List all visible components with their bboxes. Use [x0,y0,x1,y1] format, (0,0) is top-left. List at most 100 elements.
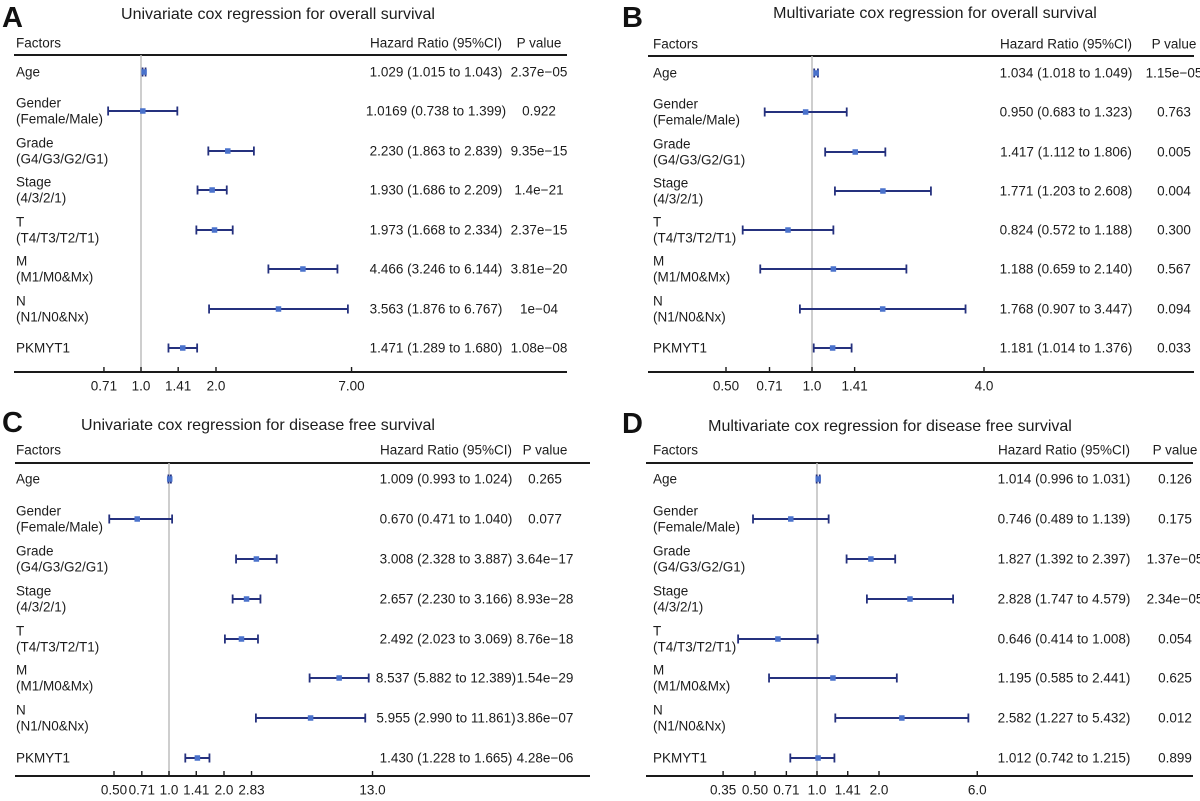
factor-sublabel: (Female/Male) [653,519,741,534]
row-factor-label: Stage (4/3/2/1) [16,584,66,615]
row-hazard-ratio-text: 1.430 (1.228 to 1.665) [379,750,513,766]
col-header-p-value: P value [516,35,562,51]
row-hazard-ratio-text: 1.930 (1.686 to 2.209) [369,182,503,198]
factor-name: PKMYT1 [16,340,71,356]
factor-sublabel: (G4/G3/G2/G1) [16,559,109,574]
forest-plot-canvas-A [14,54,567,373]
axis-tick-label: 0.71 [128,782,155,798]
row-factor-label: Grade (G4/G3/G2/G1) [16,544,108,575]
col-header-hazard-ratio: Hazard Ratio (95%CI) [997,442,1131,458]
factor-name: PKMYT1 [653,340,708,356]
point-estimate-marker [275,306,282,312]
point-estimate-marker [134,516,140,522]
col-header-hazard-ratio: Hazard Ratio (95%CI) [999,36,1133,52]
axis-tick-label: 1.41 [183,782,210,798]
row-factor-label: Grade (G4/G3/G2/G1) [653,137,745,168]
panel-letter: C [2,407,23,439]
factor-sublabel: (N1/N0&Nx) [653,718,726,733]
factor-name: Age [16,471,41,487]
row-factor-label: Stage (4/3/2/1) [16,175,66,206]
point-estimate-marker [211,227,218,233]
factor-name: M [653,253,665,269]
row-factor-label: Grade (G4/G3/G2/G1) [16,136,108,167]
point-estimate-marker [300,266,306,272]
point-estimate-marker [194,755,201,761]
factor-name: Gender [16,503,62,519]
point-estimate-marker [879,306,886,312]
row-factor-label: Age [653,65,677,81]
point-estimate-marker [140,108,146,114]
forest-plot-canvas-D [646,462,1193,777]
panel-letter: B [622,2,643,34]
factor-name: PKMYT1 [16,750,71,766]
row-p-value: 0.126 [1158,471,1192,487]
factor-sublabel: (G4/G3/G2/G1) [16,151,109,166]
row-p-value: 0.005 [1157,144,1191,160]
row-factor-label: N (N1/N0&Nx) [16,703,89,734]
factor-name: N [653,293,663,309]
row-hazard-ratio-text: 1.768 (0.907 to 3.447) [999,301,1133,317]
point-estimate-marker [225,148,231,154]
panel-C: C Univariate cox regression for disease f… [0,401,600,801]
point-estimate-marker [899,715,905,721]
row-p-value: 2.37e−15 [510,222,568,238]
row-p-value: 8.76e−18 [516,631,574,647]
row-p-value: 4.28e−06 [516,750,574,766]
factor-sublabel: (M1/M0&Mx) [16,678,94,693]
row-p-value: 0.077 [528,511,562,527]
factor-name: Grade [16,135,54,151]
row-hazard-ratio-text: 1.771 (1.203 to 2.608) [999,183,1133,199]
row-hazard-ratio-text: 1.012 (0.742 to 1.215) [997,750,1131,766]
col-header-factors: Factors [16,35,62,51]
panel-letter: A [2,2,23,34]
row-p-value: 9.35e−15 [510,143,568,159]
row-factor-label: N (N1/N0&Nx) [653,703,726,734]
factor-name: N [16,702,26,718]
axis-tick-label: 0.50 [712,378,740,394]
col-header-p-value: P value [522,442,568,458]
panel-B: B Multivariate cox regression for overall… [600,0,1200,400]
row-factor-label: N (N1/N0&Nx) [16,294,89,325]
panel-title: Univariate cox regression for overall su… [121,6,435,23]
axis-tick-label: 1.41 [834,782,861,798]
row-p-value: 1e−04 [520,301,558,317]
row-hazard-ratio-text: 1.0169 (0.738 to 1.399) [365,103,507,119]
row-hazard-ratio-text: 3.563 (1.876 to 6.767) [369,301,503,317]
factor-sublabel: (M1/M0&Mx) [653,269,731,284]
axis-tick-label: 7.00 [338,378,365,394]
panel-letter: D [622,408,643,440]
axis-tick-label: 1.41 [841,378,868,394]
axis-tick-label: 0.50 [741,782,769,798]
axis-tick-label: 0.50 [100,782,128,798]
forest-plot-canvas-B [648,55,1194,373]
row-hazard-ratio-text: 0.824 (0.572 to 1.188) [999,222,1133,238]
row-factor-label: Age [653,471,677,487]
col-header-hazard-ratio: Hazard Ratio (95%CI) [369,35,503,51]
axis-tick-label: 0.35 [709,782,737,798]
axis-tick-label: 1.0 [802,378,822,394]
axis-tick-label: 2.0 [869,782,889,798]
row-p-value: 1.08e−08 [510,340,568,356]
row-hazard-ratio-text: 2.828 (1.747 to 4.579) [997,591,1131,607]
axis-tick-label: 2.83 [238,782,265,798]
row-p-value: 3.86e−07 [516,710,574,726]
col-header-p-value: P value [1152,442,1198,458]
row-factor-label: Age [16,64,40,80]
row-p-value: 0.054 [1158,631,1192,647]
point-estimate-marker [852,149,858,155]
row-p-value: 0.094 [1157,301,1191,317]
factor-sublabel: (T4/T3/T2/T1) [16,230,100,245]
forest-plot-canvas-C [15,462,590,777]
factor-sublabel: (4/3/2/1) [16,599,67,614]
axis-tick-label: 1.0 [131,378,151,394]
row-factor-label: Age [16,471,40,487]
row-hazard-ratio-text: 1.029 (1.015 to 1.043) [369,64,503,80]
row-factor-label: N (N1/N0&Nx) [653,294,726,325]
col-header-factors: Factors [16,442,62,458]
row-factor-label: T (T4/T3/T2/T1) [16,215,99,246]
factor-sublabel: (Female/Male) [653,112,741,127]
point-estimate-marker [907,596,913,602]
factor-name: Age [16,64,41,80]
row-hazard-ratio-text: 5.955 (2.990 to 11.861) [376,710,516,726]
